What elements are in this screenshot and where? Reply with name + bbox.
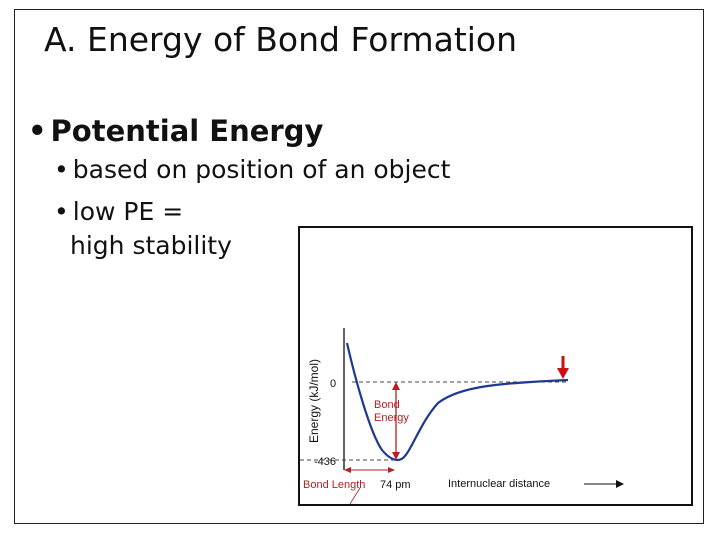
bullet-potential-energy: • Potential Energy xyxy=(28,114,323,148)
bond-energy-arrowhead-top xyxy=(392,382,400,390)
bond-energy-label-line1: Bond xyxy=(374,399,400,411)
bullet-main-label: Potential Energy xyxy=(50,114,324,148)
bond-length-arrowhead-left xyxy=(344,467,351,473)
dissociation-arrowhead xyxy=(557,368,569,379)
y-tick-label-436: -436 xyxy=(314,456,336,468)
bond-energy-arrowhead-bottom xyxy=(392,452,400,460)
x-axis-label: Internuclear distance xyxy=(448,478,550,490)
bond-length-value: 74 pm xyxy=(380,479,411,491)
sub-bullet-label: low PE = xyxy=(72,197,184,226)
bond-length-arrowhead-right xyxy=(388,467,395,473)
sub-bullet-position: • based on position of an object xyxy=(54,155,450,184)
sub-bullet-label: high stability xyxy=(70,231,232,260)
sub-bullet-continuation: high stability xyxy=(70,231,232,260)
bond-length-label: Bond Length xyxy=(303,479,365,491)
y-axis-label: Energy (kJ/mol) xyxy=(307,359,321,443)
slide-frame xyxy=(14,9,704,524)
sub-bullet-low-pe: • low PE = xyxy=(54,197,183,226)
bullet-dot: • xyxy=(54,197,69,226)
bond-length-leader xyxy=(349,487,361,504)
y-tick-label-0: 0 xyxy=(330,378,336,390)
bond-energy-label-line2: Energy xyxy=(374,412,409,424)
energy-graph: Energy (kJ/mol) 0 -436 Bond Energy Bond … xyxy=(298,226,693,506)
bullet-dot: • xyxy=(54,155,69,184)
bullet-dot: • xyxy=(28,114,47,148)
potential-energy-curve xyxy=(345,342,569,461)
sub-bullet-label: based on position of an object xyxy=(72,155,451,184)
energy-graph-svg: Energy (kJ/mol) 0 -436 Bond Energy Bond … xyxy=(300,328,624,504)
x-axis-arrowhead xyxy=(616,480,624,488)
slide-title: A. Energy of Bond Formation xyxy=(44,20,518,59)
